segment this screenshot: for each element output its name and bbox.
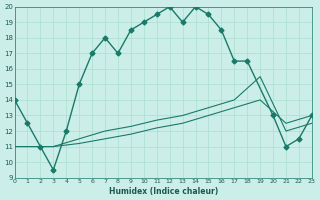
X-axis label: Humidex (Indice chaleur): Humidex (Indice chaleur) (108, 187, 218, 196)
